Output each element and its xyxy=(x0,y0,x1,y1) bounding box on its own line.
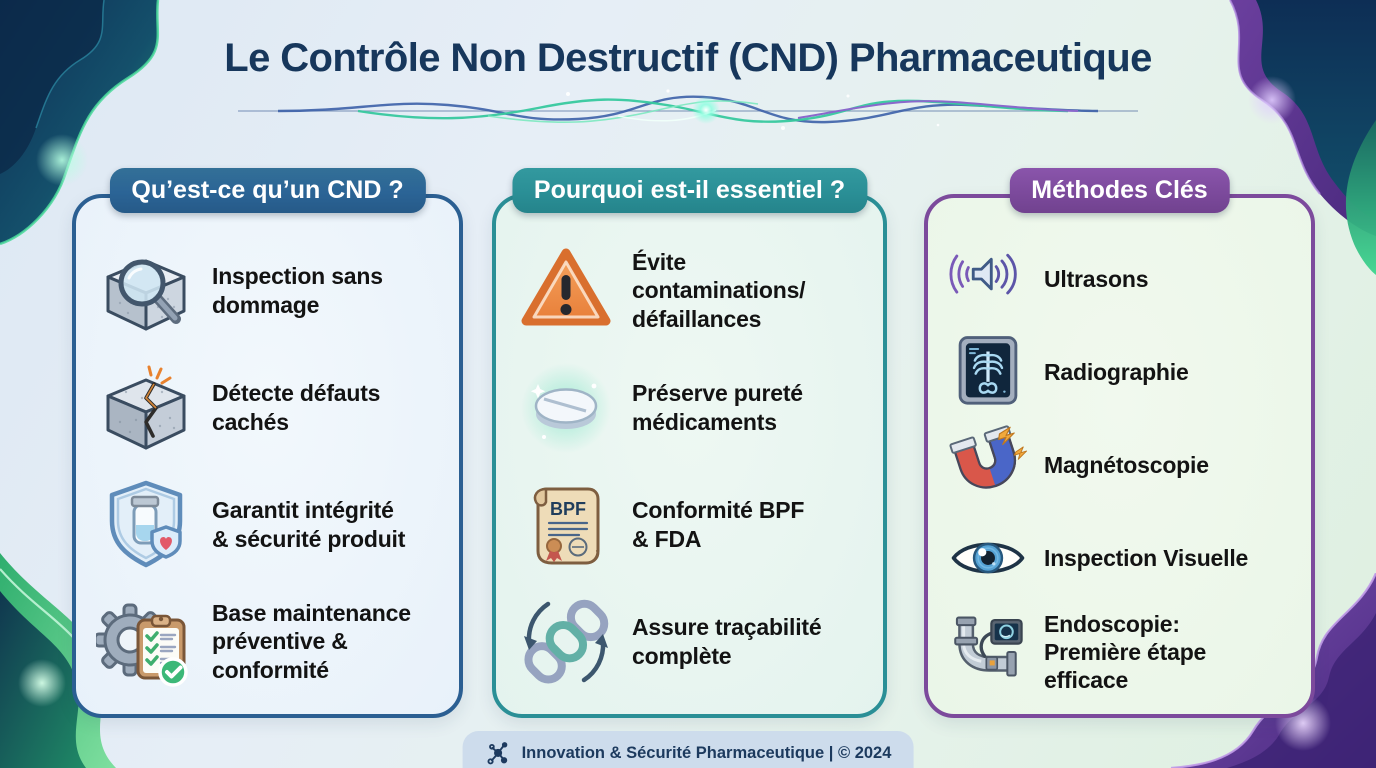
list-item: Assure traçabilité complète xyxy=(512,592,875,692)
item-label: Assure traçabilité complète xyxy=(632,614,822,669)
item-label: Magnétoscopie xyxy=(1044,451,1209,478)
footer-text: Innovation & Sécurité Pharmaceutique | ©… xyxy=(521,744,892,762)
molecule-icon xyxy=(487,742,508,765)
list-item: Inspection sans dommage xyxy=(92,241,451,341)
item-label: Base maintenance préventive & conformité xyxy=(212,600,411,683)
soundwave-divider xyxy=(238,89,1138,130)
list-item: BPF Conformité BPF & FDA xyxy=(512,475,875,575)
cracked-cube-icon xyxy=(106,365,186,449)
xray-screen-icon xyxy=(958,335,1018,405)
card-header-badge: Méthodes Clés xyxy=(1009,168,1230,213)
chain-links-icon xyxy=(524,599,609,684)
ultrasound-speaker-icon xyxy=(949,253,1017,294)
item-label: Garantit intégrité & sécurité produit xyxy=(212,497,406,552)
item-label: Évite contaminations/ défaillances xyxy=(632,249,806,332)
card-header-badge: Pourquoi est-il essentiel ? xyxy=(511,168,868,213)
page-title: Le Contrôle Non Destructif (CND) Pharmac… xyxy=(224,36,1152,80)
magnifier-cube-icon xyxy=(106,259,186,330)
list-item: Évite contaminations/ défaillances xyxy=(512,241,875,341)
shield-vial-icon xyxy=(109,480,183,567)
list-item: Base maintenance préventive & conformité xyxy=(92,592,451,692)
list-item: Inspection Visuelle xyxy=(944,517,1303,599)
card-item-list: Inspection sans dommage xyxy=(76,198,459,714)
item-label: Inspection sans dommage xyxy=(212,263,383,318)
card-key-methods: Méthodes Clés xyxy=(924,168,1315,718)
list-item: Préserve pureté médicaments xyxy=(512,358,875,458)
item-label: Ultrasons xyxy=(1044,265,1149,292)
gear-checklist-icon xyxy=(96,603,188,687)
card-item-list: Évite contaminations/ défaillances Prése… xyxy=(496,198,883,714)
warning-triangle-icon xyxy=(521,248,611,325)
card-what-is-cnd: Qu’est-ce qu’un CND ? xyxy=(72,168,463,718)
list-item: Endoscopie: Première étape efficace xyxy=(944,610,1303,694)
eye-icon xyxy=(951,542,1025,574)
list-item: Radiographie xyxy=(944,331,1303,413)
footer-credit: Innovation & Sécurité Pharmaceutique | ©… xyxy=(462,731,914,768)
magnet-icon xyxy=(949,425,1028,489)
item-label: Inspection Visuelle xyxy=(1044,545,1249,572)
item-label: Conformité BPF & FDA xyxy=(632,497,805,552)
item-label: Endoscopie: Première étape efficace xyxy=(1044,611,1207,694)
item-label: Radiographie xyxy=(1044,358,1189,385)
pill-tablet-icon xyxy=(521,362,611,453)
endoscope-icon xyxy=(954,616,1023,677)
bpf-certificate-icon: BPF xyxy=(533,487,600,564)
list-item: Garantit intégrité & sécurité produit xyxy=(92,475,451,575)
list-item: Ultrasons xyxy=(944,238,1303,320)
card-why-essential: Pourquoi est-il essentiel ? Évite contam… xyxy=(492,168,887,718)
card-header-badge: Qu’est-ce qu’un CND ? xyxy=(109,168,426,213)
bpf-label: BPF xyxy=(550,499,586,519)
card-item-list: Ultrasons xyxy=(928,198,1311,714)
list-item: Magnétoscopie xyxy=(944,424,1303,506)
list-item: Détecte défauts cachés xyxy=(92,358,451,458)
item-label: Préserve pureté médicaments xyxy=(632,380,803,435)
item-label: Détecte défauts cachés xyxy=(212,380,381,435)
